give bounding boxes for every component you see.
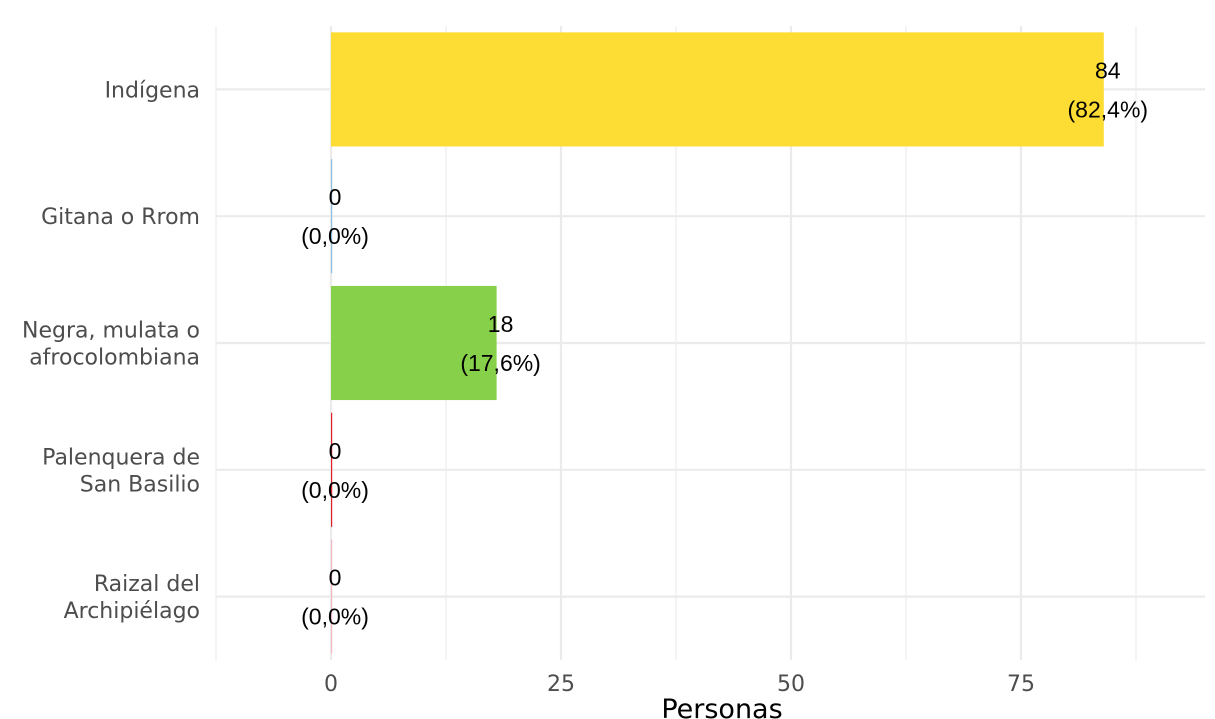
value-label-0: 84 [1095, 57, 1121, 83]
percent-label-4: (0,0%) [301, 604, 369, 630]
x-tick-label-2: 50 [777, 672, 805, 697]
bar-4 [331, 539, 333, 654]
bar-1 [331, 159, 333, 274]
percent-label-2: (17,6%) [460, 350, 541, 376]
bars [331, 32, 1104, 654]
category-label-2-0: Negra, mulata o [22, 319, 200, 344]
category-label-4-0: Raizal del [94, 572, 200, 597]
category-label-0-0: Indígena [105, 78, 200, 103]
bar-3 [331, 412, 333, 527]
bar-0 [331, 32, 1104, 147]
category-label-3-0: Palenquera de [42, 445, 200, 470]
value-label-2: 18 [488, 311, 514, 337]
x-axis-title: Personas [661, 694, 782, 719]
bar-2 [331, 285, 497, 401]
x-tick-label-3: 75 [1007, 672, 1035, 697]
category-label-2-1: afrocolombiana [29, 346, 200, 371]
x-tick-label-0: 0 [324, 672, 338, 697]
value-label-4: 0 [329, 565, 342, 591]
data-labels: 84 (82,4%) 0 (0,0%) 18 (17,6%) 0 (0,0%) 0 (0,0%) [301, 57, 1148, 629]
percent-label-0: (82,4%) [1068, 96, 1149, 122]
category-label-3-1: San Basilio [80, 472, 200, 497]
value-label-1: 0 [329, 184, 342, 210]
category-label-1-0: Gitana o Rrom [41, 205, 200, 230]
value-label-3: 0 [329, 438, 342, 464]
category-labels: Indígena Gitana o Rrom Negra, mulata oafro… [22, 78, 200, 624]
category-label-4-1: Archipiélago [64, 599, 200, 624]
x-tick-labels: 0 25 50 75 [324, 672, 1035, 697]
percent-label-1: (0,0%) [301, 223, 369, 249]
percent-label-3: (0,0%) [301, 477, 369, 503]
x-tick-label-1: 25 [547, 672, 575, 697]
